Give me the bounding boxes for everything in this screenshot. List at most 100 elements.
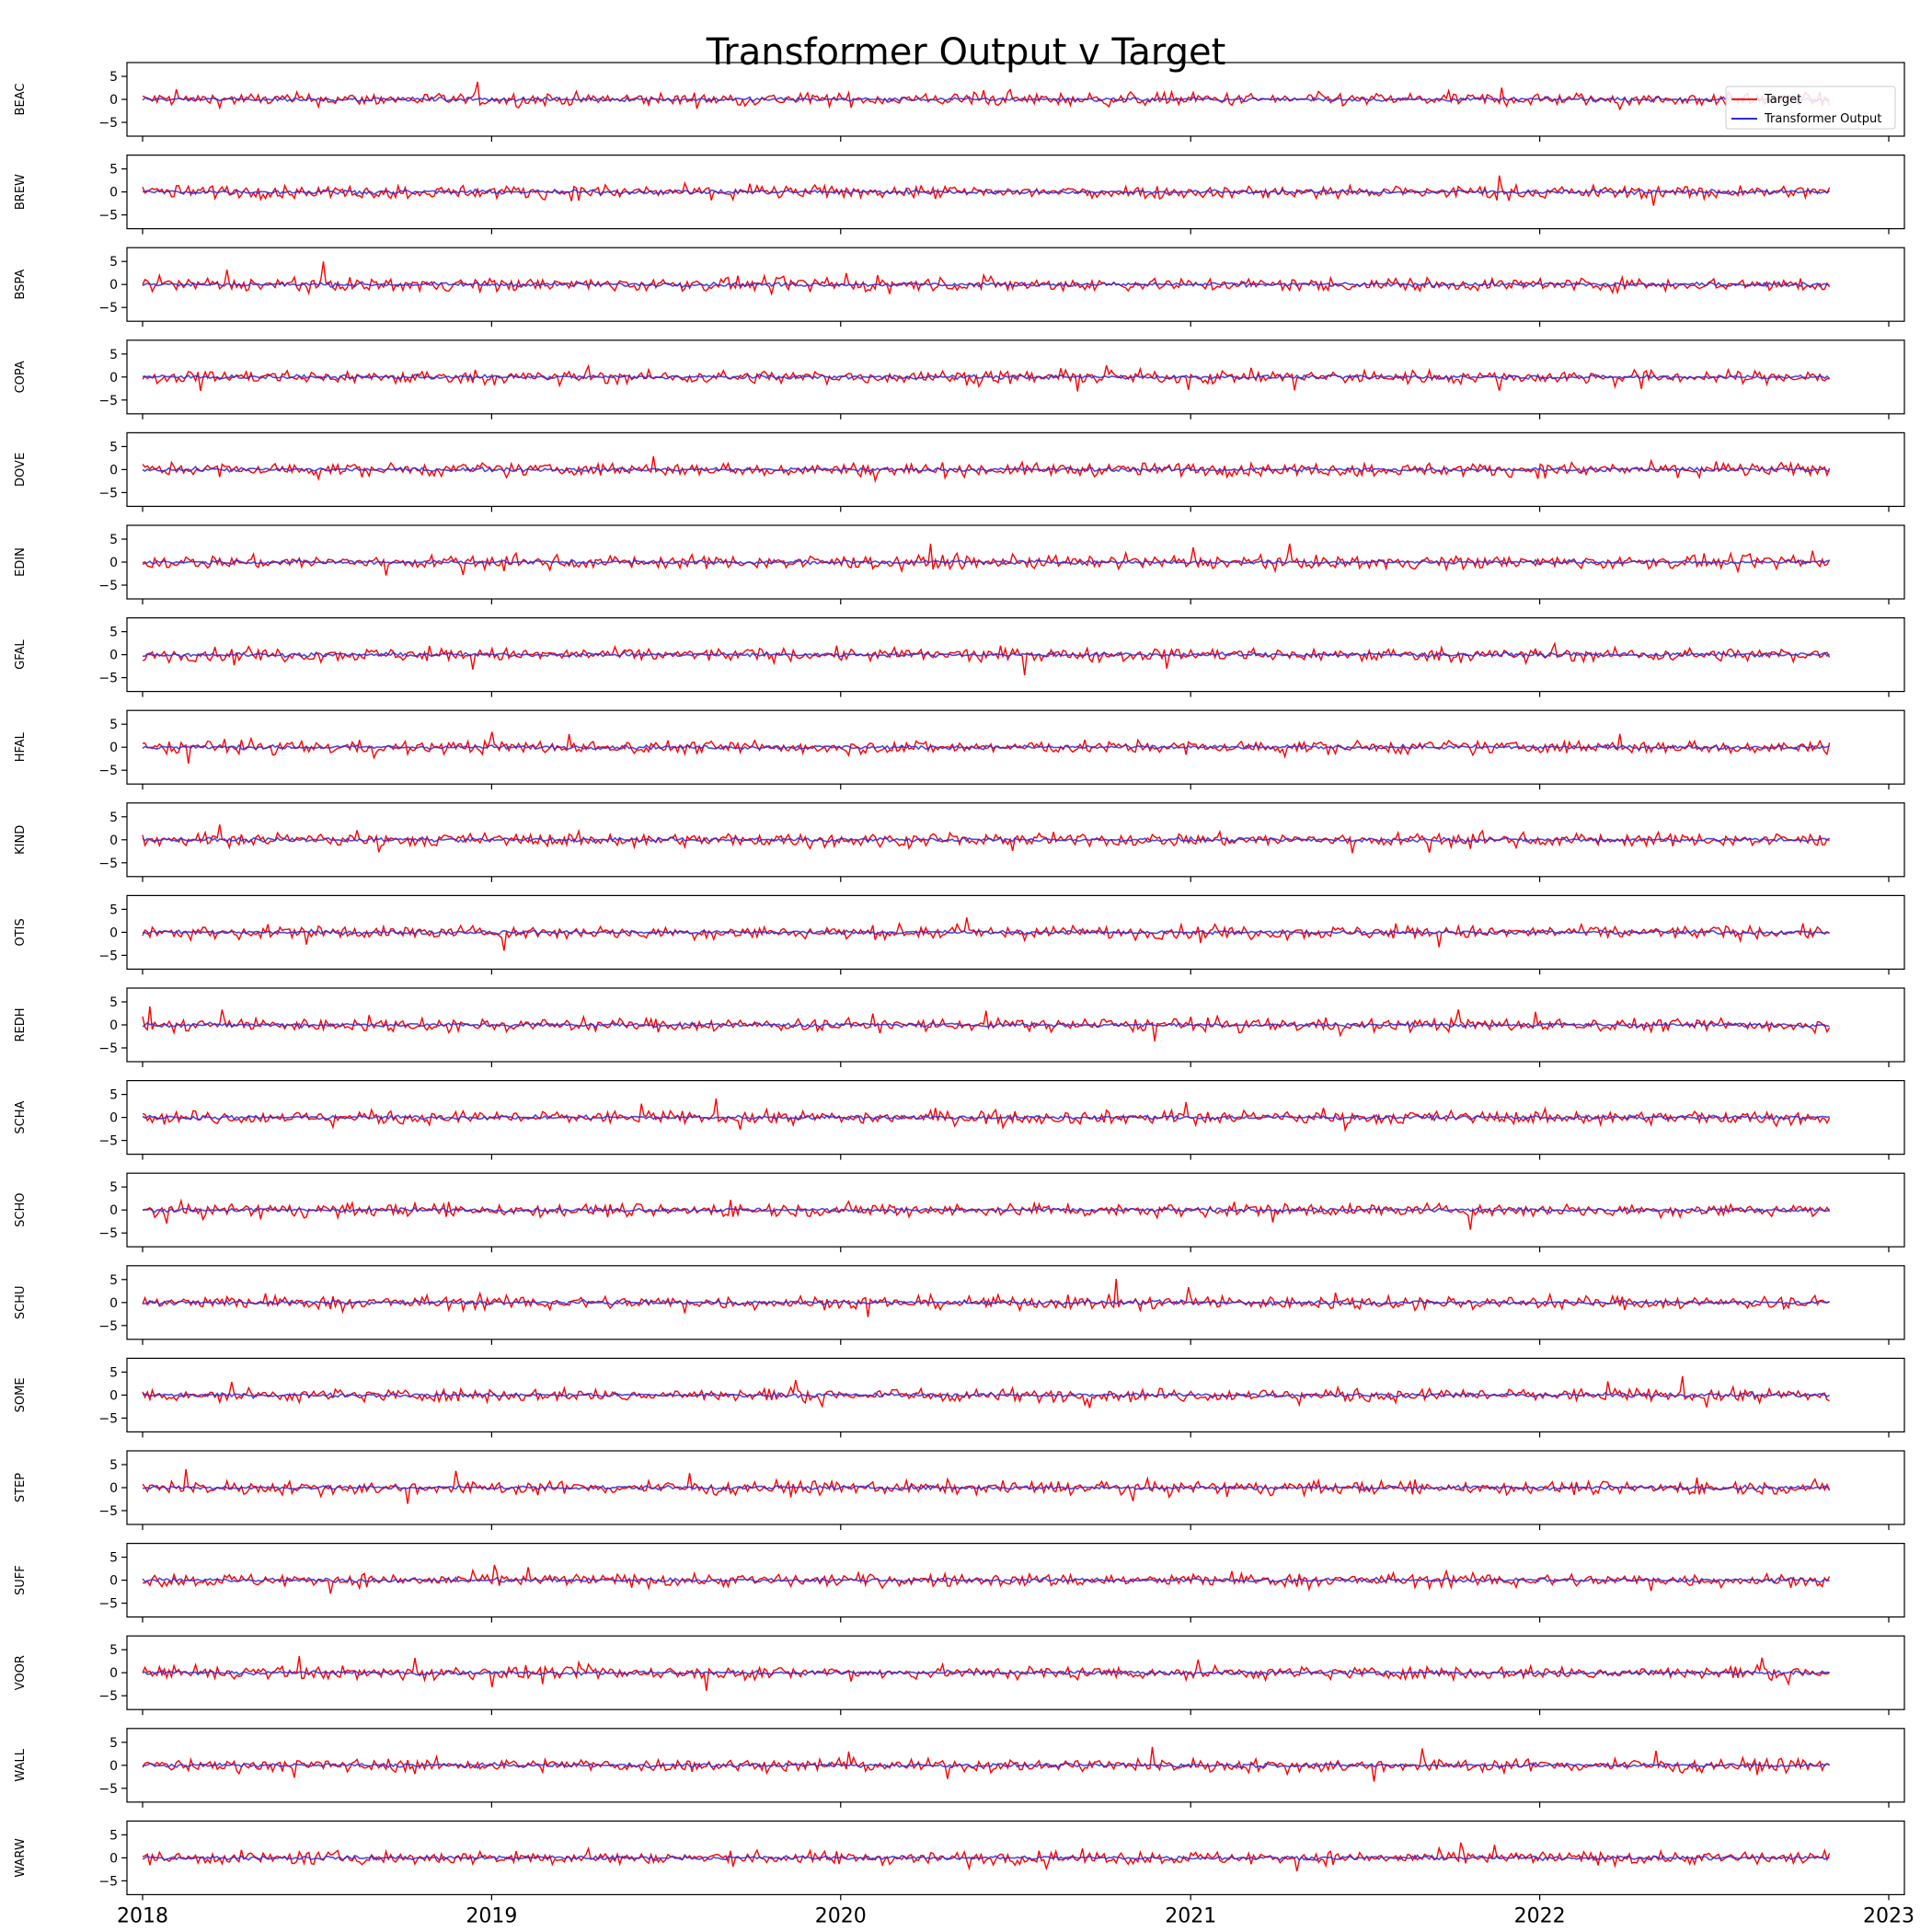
y-tick-label: 0 (109, 834, 118, 848)
panel: 5 0 −5 DOVE (14, 431, 1905, 512)
output-series-line (142, 742, 1830, 752)
y-tick-label: 0 (109, 278, 118, 293)
y-tick-label: −5 (98, 1134, 118, 1149)
panel: 5 0 −5 KIND (14, 802, 1905, 882)
panel: 5 0 −5 SCHA (14, 1079, 1905, 1160)
panel-label: WARW (14, 1838, 28, 1878)
panel: 5 0 −5 SCHU (14, 1265, 1905, 1345)
panel-label: KIND (14, 825, 28, 855)
target-series-line (142, 455, 1831, 484)
panel: 5 0 −5 STEP (14, 1450, 1905, 1530)
y-tick-label: −5 (98, 857, 118, 871)
target-series-line (142, 261, 1831, 296)
panel: 5 0 −5 BEAC (14, 62, 1905, 142)
output-series-line (142, 1390, 1830, 1399)
panel-label: VOOR (14, 1655, 28, 1690)
y-tick-label: −5 (98, 949, 118, 963)
output-series-line (142, 95, 1830, 103)
y-tick-label: 0 (109, 649, 118, 663)
y-tick-label: 5 (109, 348, 118, 362)
panel-label: STEP (14, 1473, 28, 1502)
y-tick-label: 0 (109, 186, 118, 201)
y-tick-label: 5 (109, 255, 118, 270)
panel-label: BREW (14, 174, 28, 210)
y-tick-label: 5 (109, 533, 118, 547)
y-tick-label: −5 (98, 394, 118, 408)
y-tick-label: 0 (109, 556, 118, 570)
target-series-line (142, 1655, 1830, 1691)
panel: 5 0 −5 SUFF (14, 1542, 1905, 1623)
chart-title: Transformer Output v Target (706, 31, 1226, 74)
panel-label: OTIS (14, 918, 28, 946)
y-tick-label: −5 (98, 116, 118, 131)
y-tick-label: 0 (109, 1481, 118, 1496)
panel: 5 0 −5 WALL (14, 1728, 1905, 1808)
target-series-line (143, 1564, 1831, 1594)
output-series-line (142, 928, 1830, 937)
panel-label: EDIN (14, 547, 28, 577)
panel-label: COPA (14, 361, 28, 393)
panel-label: SUFF (14, 1565, 28, 1595)
panel-label: REDH (14, 1007, 28, 1041)
panel: 5 0 −5 BREW (14, 155, 1905, 235)
y-tick-label: 5 (109, 1180, 118, 1195)
target-series-line (142, 641, 1831, 675)
y-tick-label: 5 (109, 1643, 118, 1658)
y-tick-label: 0 (109, 1203, 118, 1218)
panel-label: BEAC (14, 84, 28, 116)
y-tick-label: 0 (109, 1666, 118, 1681)
y-tick-label: 5 (109, 1458, 118, 1473)
target-series-line (142, 1746, 1830, 1782)
output-series-line (142, 1113, 1830, 1122)
panel: 5 0 −5 REDH (14, 987, 1905, 1067)
y-tick-label: 0 (109, 1574, 118, 1589)
y-tick-label: 5 (109, 70, 118, 85)
y-tick-label: −5 (98, 1597, 118, 1612)
target-series-line (142, 81, 1831, 111)
y-tick-label: −5 (98, 579, 118, 593)
panel-label: SCHO (14, 1193, 28, 1227)
panel: 5 0 −5 SCHO (14, 1172, 1905, 1253)
y-tick-label: −5 (98, 1782, 118, 1797)
y-tick-label: 5 (109, 903, 118, 917)
x-tick-label: 2023 (1863, 1904, 1915, 1927)
y-tick-label: 5 (109, 1365, 118, 1380)
panel-label: SCHA (14, 1100, 28, 1133)
y-tick-label: −5 (98, 301, 118, 316)
y-tick-label: 5 (109, 163, 118, 178)
y-tick-label: 0 (109, 1759, 118, 1774)
panel: 5 0 −5 HFAL (14, 709, 1905, 790)
output-series-line (142, 1854, 1830, 1862)
panel: 5 0 −5 VOOR (14, 1635, 1905, 1716)
y-tick-label: −5 (98, 1689, 118, 1704)
output-series-line (142, 650, 1831, 659)
output-series-line (142, 835, 1831, 845)
panel-label: SCHU (14, 1285, 28, 1319)
output-series-line (142, 1021, 1830, 1029)
y-tick-label: 5 (109, 626, 118, 640)
panel-label: WALL (14, 1748, 28, 1781)
panel: 5 0 −5 GFAL (14, 616, 1905, 697)
y-tick-label: −5 (98, 1504, 118, 1519)
y-tick-label: −5 (98, 486, 118, 500)
panel-label: HFAL (14, 731, 28, 762)
y-tick-label: 0 (109, 93, 118, 108)
target-series-line (142, 1279, 1830, 1317)
target-series-line (142, 917, 1830, 951)
output-series-line (142, 1761, 1830, 1769)
panel-label: GFAL (14, 639, 28, 670)
panel-label: DOVE (14, 453, 28, 487)
panel-label: SOME (14, 1377, 28, 1412)
target-series-line (142, 1098, 1831, 1133)
y-tick-label: −5 (98, 1874, 118, 1889)
output-series-line (142, 188, 1831, 196)
legend-label: Transformer Output (1764, 112, 1881, 126)
panel: 5 0 −5 EDIN (14, 524, 1905, 604)
panel-label: BSPA (14, 270, 28, 300)
x-tick-label: 2020 (815, 1904, 867, 1927)
output-series-line (142, 466, 1830, 474)
y-tick-label: 0 (109, 1018, 118, 1033)
y-tick-label: 5 (109, 440, 118, 454)
output-series-line (142, 280, 1830, 289)
y-tick-label: 0 (109, 371, 118, 385)
